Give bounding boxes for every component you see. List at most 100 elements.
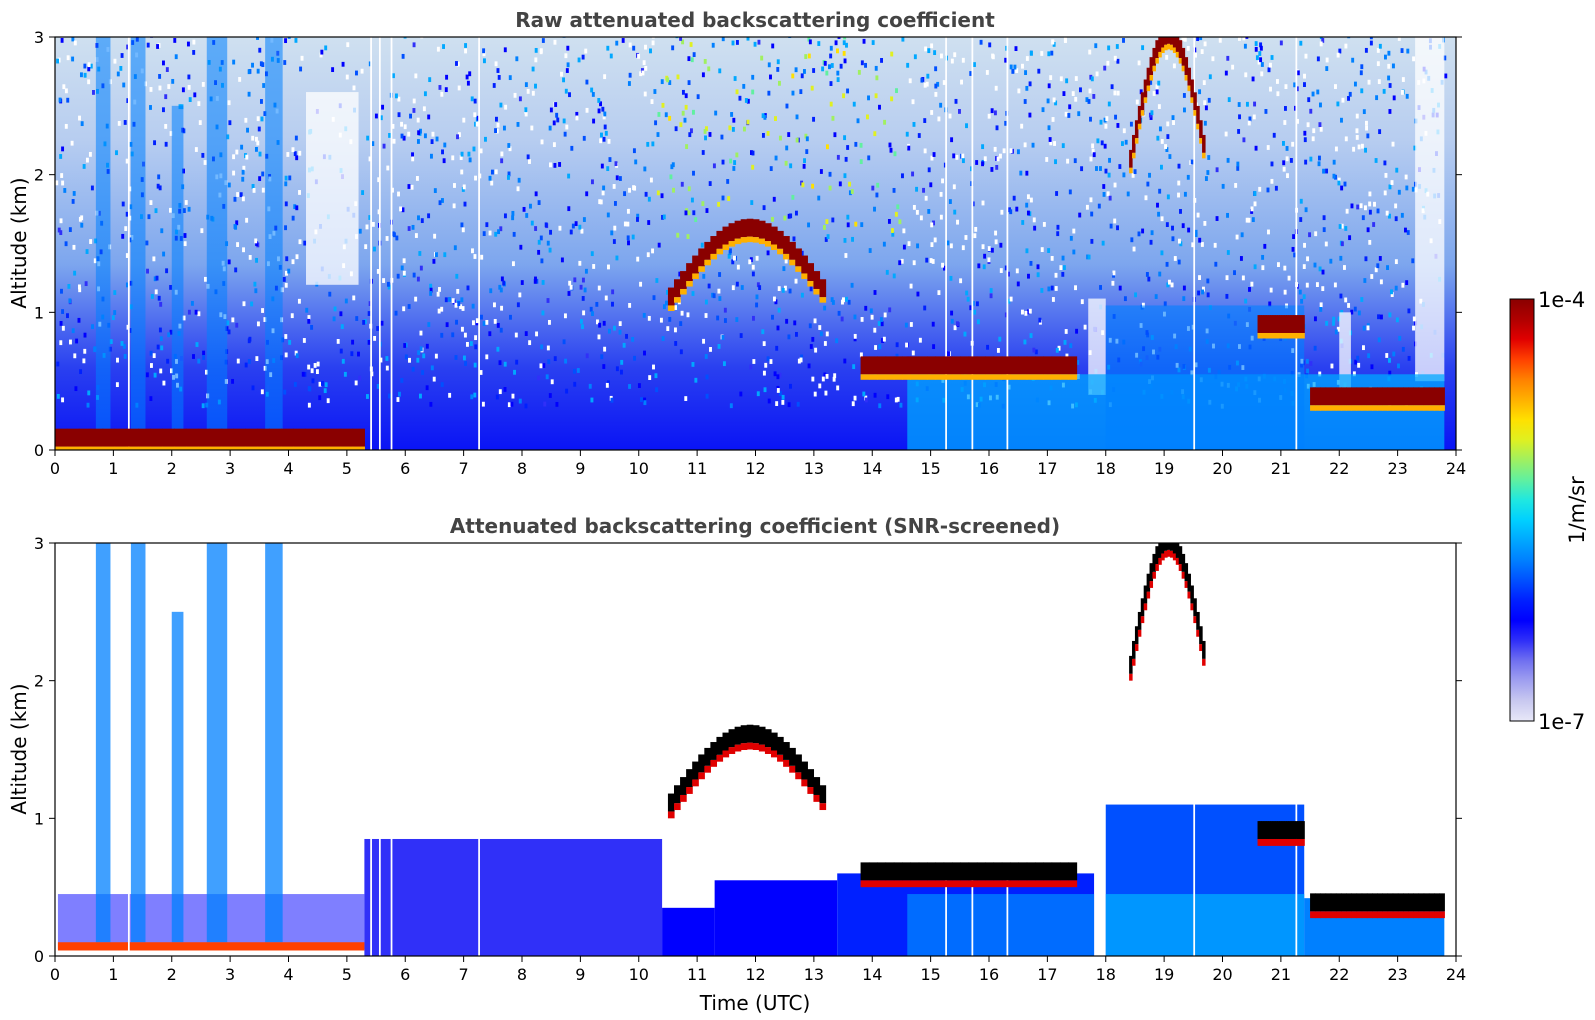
cloud-edge <box>1289 332 1293 339</box>
noise-speck <box>1257 59 1261 65</box>
noise-speck <box>1279 40 1283 46</box>
noise-speck <box>1345 208 1349 214</box>
noise-speck <box>1152 91 1156 96</box>
cloud-core <box>1289 821 1293 839</box>
cloud-edge <box>1266 332 1269 339</box>
noise-speck <box>887 219 891 224</box>
noise-speck <box>825 373 829 379</box>
noise-speck <box>109 339 113 344</box>
noise-speck <box>242 165 246 171</box>
cloud-cell <box>951 356 961 375</box>
cloud-core <box>1325 893 1332 912</box>
noise-speck <box>714 110 718 116</box>
noise-speck <box>1360 143 1364 149</box>
noise-speck <box>1062 91 1066 96</box>
noise-speck <box>985 70 989 75</box>
noise-speck <box>425 385 429 391</box>
noise-speck <box>611 289 615 295</box>
noise-speck <box>427 114 431 120</box>
cloud-edge <box>1291 332 1295 339</box>
noise-speck <box>56 393 60 399</box>
noise-speck <box>1270 55 1274 60</box>
cloud-cell <box>1068 356 1078 375</box>
cloud-cell <box>1266 315 1269 333</box>
x-tick-label: 1 <box>108 459 118 478</box>
noise-speck <box>1314 231 1318 237</box>
noise-speck <box>193 92 197 98</box>
noise-speck <box>613 325 616 331</box>
x-tick-label: 8 <box>517 965 527 984</box>
noise-speck <box>159 336 163 342</box>
noise-speck <box>1355 128 1359 134</box>
noise-speck <box>284 282 288 288</box>
cloud-edge <box>1132 152 1136 159</box>
noise-speck <box>776 388 780 393</box>
noise-speck <box>925 257 929 263</box>
noise-speck <box>1088 49 1092 55</box>
noise-speck <box>187 309 191 315</box>
cloud-core <box>1330 893 1337 912</box>
noise-speck <box>507 171 511 177</box>
noise-speck <box>1394 259 1398 265</box>
noise-speck <box>651 248 655 254</box>
noise-speck <box>680 310 684 316</box>
noise-speck <box>1157 211 1161 217</box>
noise-speck <box>182 315 186 321</box>
noise-speck <box>129 204 133 210</box>
cloud-edge <box>885 374 895 380</box>
noise-speck <box>873 290 877 295</box>
cloud-cell <box>1372 387 1378 406</box>
cloud-cell <box>902 356 912 375</box>
noise-speck <box>507 175 510 180</box>
noise-speck <box>778 135 782 141</box>
cloud-cell <box>257 428 270 447</box>
noise-speck <box>1089 197 1093 203</box>
cloud-core <box>902 862 912 881</box>
noise-speck <box>597 285 601 291</box>
cloud-core <box>1356 893 1363 912</box>
noise-speck <box>895 88 898 94</box>
cloud-cell <box>1137 105 1142 124</box>
noise-speck <box>671 45 675 51</box>
cloud-edge <box>1026 880 1036 888</box>
noise-speck <box>930 242 934 248</box>
noise-speck <box>1364 256 1368 262</box>
noise-speck <box>1240 232 1244 238</box>
noise-speck <box>850 282 854 288</box>
noise-speck <box>1025 85 1029 91</box>
noise-speck <box>1361 215 1365 221</box>
cloud-core <box>1158 543 1162 558</box>
noise-speck <box>524 111 528 117</box>
noise-speck <box>1179 241 1183 247</box>
cloud-edge <box>1152 571 1156 579</box>
cloud-core <box>1175 543 1180 558</box>
x-tick-label: 10 <box>629 965 649 984</box>
noise-speck <box>392 232 396 238</box>
noise-speck <box>417 215 420 221</box>
noise-speck <box>181 87 185 93</box>
noise-speck <box>454 302 458 308</box>
noise-speck <box>1031 142 1035 148</box>
noise-speck <box>128 186 132 192</box>
noise-speck <box>826 234 830 240</box>
noise-speck <box>576 368 580 373</box>
cloud-edge <box>304 446 318 450</box>
cloud-core <box>1403 893 1409 912</box>
noise-speck <box>871 40 875 45</box>
noise-speck <box>1255 55 1259 61</box>
noise-speck <box>430 139 434 145</box>
noise-speck <box>482 58 486 64</box>
noise-speck <box>1165 222 1169 228</box>
noise-speck <box>733 160 737 165</box>
noise-speck <box>603 74 607 80</box>
noise-speck <box>255 241 259 247</box>
noise-speck <box>961 158 965 164</box>
noise-speck <box>721 335 725 340</box>
noise-speck <box>300 55 304 61</box>
cloud-edge <box>1259 838 1262 846</box>
noise-speck <box>1407 308 1411 314</box>
noise-speck <box>61 309 65 314</box>
cloud-edge <box>993 880 1003 888</box>
noise-speck <box>801 182 805 188</box>
noise-speck <box>687 210 691 216</box>
